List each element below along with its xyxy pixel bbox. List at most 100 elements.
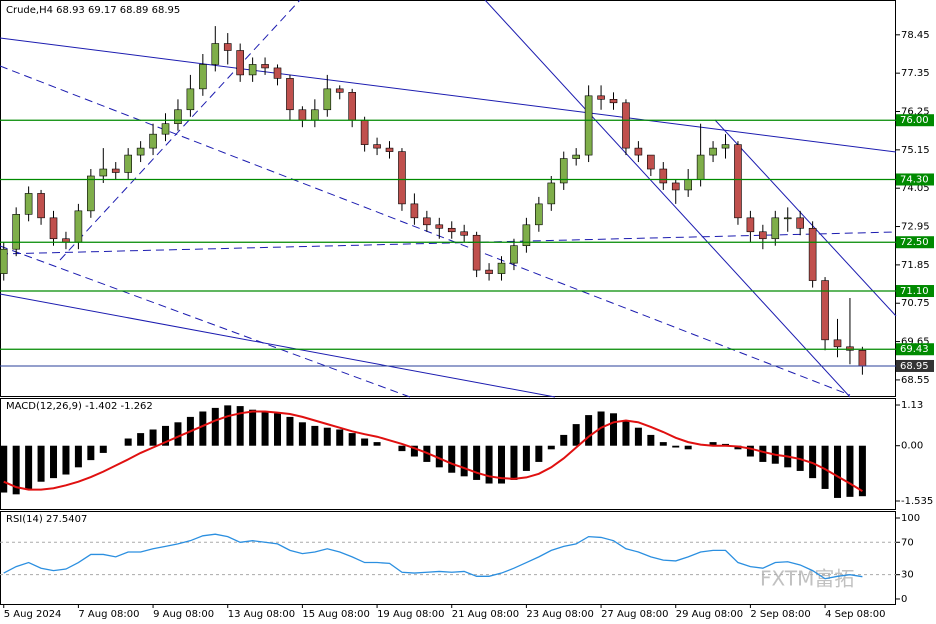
candle-body bbox=[223, 43, 232, 51]
watermark: FXTM富拓 bbox=[760, 567, 854, 591]
level-label: 72.50 bbox=[900, 237, 929, 248]
y-tick-label: 72.95 bbox=[901, 222, 930, 233]
candle-body bbox=[597, 95, 605, 100]
candle-body bbox=[261, 64, 269, 69]
candle-body bbox=[447, 227, 456, 233]
candle-body bbox=[111, 168, 120, 173]
macd-bar bbox=[734, 445, 742, 450]
macd-bar bbox=[25, 445, 33, 489]
level-label: 76.00 bbox=[900, 115, 929, 126]
candle-body bbox=[522, 224, 531, 247]
level-label-box bbox=[896, 236, 934, 249]
macd-bar bbox=[74, 445, 82, 468]
candle-body bbox=[472, 234, 481, 271]
candle-body bbox=[248, 64, 257, 76]
candle-body bbox=[0, 248, 8, 274]
macd-bar bbox=[87, 445, 95, 461]
candle-body bbox=[460, 231, 468, 236]
candle-body bbox=[74, 210, 83, 243]
rsi-panel bbox=[0, 511, 896, 605]
y-tick-label: 77.35 bbox=[901, 68, 930, 79]
candle-body bbox=[360, 119, 369, 145]
trend-lines bbox=[0, 0, 897, 398]
macd-bar bbox=[249, 409, 257, 446]
macd-bar bbox=[821, 445, 829, 489]
candle-body bbox=[286, 78, 294, 111]
macd-bar bbox=[547, 445, 555, 450]
macd-bar bbox=[659, 442, 667, 446]
candle-body bbox=[149, 133, 157, 149]
candle-body bbox=[373, 144, 381, 149]
macd-bar bbox=[274, 413, 282, 446]
candle-body bbox=[572, 154, 580, 159]
x-tick-label: 29 Aug 08:00 bbox=[676, 609, 743, 620]
macd-bar bbox=[286, 416, 294, 446]
candle-body bbox=[24, 193, 33, 215]
y-tick-label: 70.75 bbox=[901, 298, 930, 309]
y-tick-label: 69.65 bbox=[901, 337, 930, 348]
macd-bar bbox=[224, 405, 232, 446]
x-tick-label: 27 Aug 08:00 bbox=[601, 609, 668, 620]
candle-body bbox=[199, 64, 207, 90]
y-tick-label: 0.00 bbox=[901, 441, 923, 452]
x-tick-label: 7 Aug 08:00 bbox=[78, 609, 139, 620]
macd-bar bbox=[585, 415, 593, 446]
y-tick-label: 76.25 bbox=[901, 107, 930, 118]
candle-body bbox=[634, 147, 643, 156]
macd-bar bbox=[398, 445, 406, 452]
candle-body bbox=[398, 151, 406, 205]
candle-body bbox=[124, 154, 132, 173]
macd-bar bbox=[448, 445, 456, 473]
macd-bar bbox=[498, 445, 506, 484]
macd-bar bbox=[522, 445, 530, 471]
candle-body bbox=[136, 147, 145, 156]
y-tick-label: -1.535 bbox=[901, 496, 933, 507]
macd-bar bbox=[709, 442, 717, 446]
macd-bar bbox=[746, 445, 754, 457]
y-tick-label: 0 bbox=[901, 594, 907, 605]
x-tick-label: 4 Sep 08:00 bbox=[825, 609, 885, 620]
candle-body bbox=[211, 43, 220, 65]
x-tick-label: 13 Aug 08:00 bbox=[228, 609, 295, 620]
candle-body bbox=[584, 95, 593, 156]
macd-panel bbox=[0, 398, 896, 510]
macd-bar bbox=[460, 445, 468, 477]
x-tick-label: 23 Aug 08:00 bbox=[526, 609, 593, 620]
candle-body bbox=[485, 269, 493, 274]
macd-bar bbox=[50, 445, 58, 479]
x-tick-label: 9 Aug 08:00 bbox=[153, 609, 214, 620]
macd-bar bbox=[62, 445, 70, 475]
candle-body bbox=[49, 217, 58, 240]
macd-bar bbox=[435, 445, 443, 468]
candle-body bbox=[236, 50, 244, 76]
macd-bar bbox=[323, 427, 331, 446]
candle-body bbox=[559, 158, 568, 184]
candle-body bbox=[497, 262, 506, 274]
macd-bar bbox=[684, 445, 692, 450]
candle-body bbox=[709, 147, 717, 156]
candle-body bbox=[323, 88, 332, 111]
candle-body bbox=[423, 217, 431, 226]
candle-body bbox=[547, 182, 556, 205]
macd-bar bbox=[610, 413, 618, 446]
macd-bar bbox=[137, 433, 145, 446]
y-tick-label: 78.45 bbox=[901, 30, 930, 41]
macd-bar bbox=[473, 445, 481, 480]
level-label-box bbox=[896, 343, 934, 356]
rsi-line bbox=[3, 533, 863, 580]
candle-body bbox=[186, 88, 195, 111]
x-tick-label: 15 Aug 08:00 bbox=[302, 609, 369, 620]
macd-bar bbox=[0, 445, 8, 493]
macd-bar bbox=[834, 445, 842, 498]
macd-bar bbox=[373, 442, 381, 446]
level-label-box bbox=[896, 173, 934, 186]
macd-bar bbox=[622, 420, 630, 446]
candle-body bbox=[659, 168, 668, 184]
candle-body bbox=[12, 214, 20, 250]
candle-body bbox=[174, 109, 182, 125]
candle-body bbox=[808, 227, 817, 281]
rsi-title: RSI(14) 27.5407 bbox=[6, 514, 87, 525]
macd-bar bbox=[162, 425, 170, 446]
candle-body bbox=[783, 217, 792, 220]
macd-bar bbox=[261, 411, 269, 446]
